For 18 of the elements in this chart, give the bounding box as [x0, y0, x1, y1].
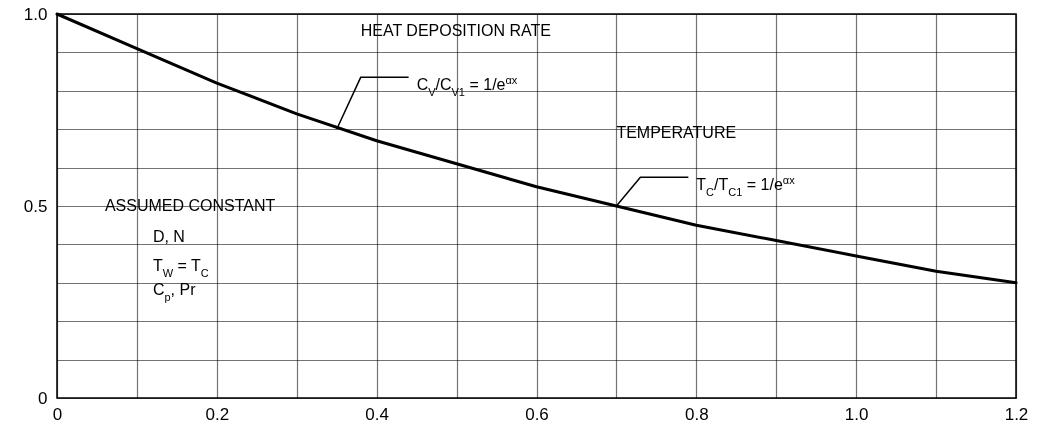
x-tick-label: 0.4 [365, 404, 389, 424]
x-tick-label: 0.6 [525, 404, 549, 424]
x-tick-label: 0.2 [205, 404, 230, 424]
y-tick-label: 0 [38, 388, 48, 408]
annotation: D, N [152, 227, 185, 245]
annotation: ASSUMED CONSTANT [104, 197, 276, 214]
annotation: T$_{C}$/T$_{C1}$ = 1/e$^{αx}$ [696, 173, 796, 198]
x-tick-label: 1.2 [1004, 404, 1029, 424]
annotation: C$_{p}$, Pr [152, 281, 197, 304]
y-tick-label: 0.5 [23, 196, 48, 216]
annotation: HEAT DEPOSITION RATE [360, 22, 551, 40]
x-tick-label: 1.0 [844, 404, 869, 424]
x-tick-label: 0.8 [685, 404, 709, 424]
annotation: C$_{V}$/C$_{V1}$ = 1/e$^{αx}$ [416, 74, 518, 99]
x-tick-label: 0 [52, 404, 63, 424]
y-tick-label: 1.0 [23, 4, 48, 24]
annotation: T$_{W}$ = T$_{C}$ [152, 256, 209, 279]
annotation: TEMPERATURE [616, 124, 737, 142]
